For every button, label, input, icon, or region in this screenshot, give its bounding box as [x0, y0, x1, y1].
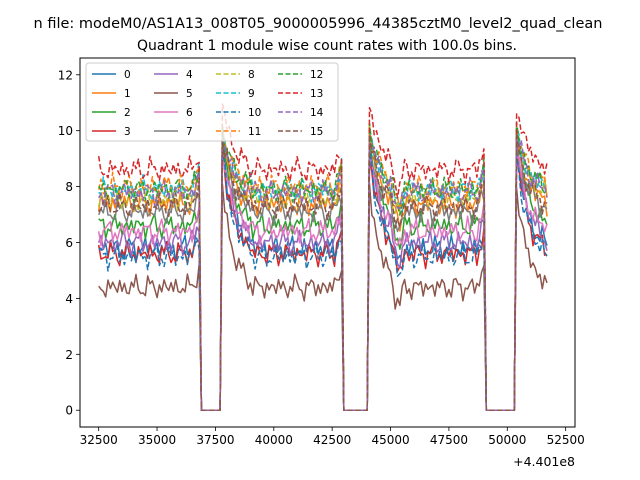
legend-label: 13	[310, 88, 323, 100]
x-tick-label: 52500	[547, 433, 585, 447]
y-tick-label: 10	[58, 124, 73, 138]
x-offset-text: +4.401e8	[513, 454, 575, 469]
legend-label: 5	[186, 88, 193, 100]
series-line-4	[97, 143, 548, 411]
series-line-9	[98, 126, 548, 411]
y-tick-label: 8	[65, 180, 73, 194]
x-tick-label: 42500	[313, 433, 351, 447]
y-tick-label: 12	[58, 68, 73, 82]
series-layer	[97, 103, 548, 411]
legend-label: 11	[248, 126, 261, 138]
y-tick-label: 0	[65, 404, 73, 418]
legend-label: 12	[310, 69, 323, 81]
legend-label: 15	[310, 126, 323, 138]
legend-label: 9	[248, 88, 255, 100]
series-line-10	[98, 150, 548, 411]
legend-label: 4	[186, 69, 193, 81]
legend-label: 1	[124, 88, 131, 100]
series-line-5	[98, 182, 548, 411]
x-tick-label: 32500	[80, 433, 118, 447]
series-line-13	[97, 103, 548, 411]
x-tick-label: 40000	[255, 433, 293, 447]
chart-title: Quadrant 1 module wise count rates with …	[137, 38, 517, 54]
y-axis: 0 2 4 6 8 10 12	[58, 68, 80, 418]
x-tick-label: 45000	[371, 433, 409, 447]
y-tick-label: 6	[65, 236, 73, 250]
legend-label: 3	[124, 126, 131, 138]
legend-label: 8	[248, 69, 255, 81]
x-tick-label: 47500	[430, 433, 468, 447]
legend-label: 7	[186, 126, 193, 138]
legend-label: 0	[124, 69, 131, 81]
legend-label: 2	[124, 107, 131, 119]
x-tick-label: 35000	[138, 433, 176, 447]
series-line-6	[97, 152, 548, 411]
series-line-12	[98, 121, 548, 411]
legend-label: 10	[248, 107, 261, 119]
x-tick-label: 50000	[488, 433, 526, 447]
y-tick-label: 4	[65, 292, 73, 306]
x-axis: 32500 35000 37500 40000 42500 45000 47500 50000…	[80, 427, 585, 447]
figure-suptitle: n file: modeM0/AS1A13_008T05_9000005996_…	[34, 16, 603, 32]
legend-frame	[85, 62, 339, 142]
x-tick-label: 37500	[196, 433, 234, 447]
series-line-15	[98, 131, 548, 411]
legend-label: 14	[310, 107, 324, 119]
y-tick-label: 2	[65, 348, 73, 362]
series-line-14	[98, 137, 548, 411]
legend-label: 6	[186, 107, 193, 119]
